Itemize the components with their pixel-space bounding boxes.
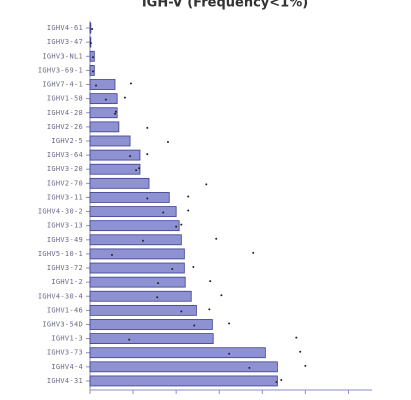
y-tick-label: IGHV3-54D <box>42 320 83 328</box>
data-point <box>304 364 307 367</box>
data-point <box>180 223 183 226</box>
data-point <box>89 42 92 45</box>
y-tick-label: IGHV5-10-1 <box>38 250 83 258</box>
data-point <box>220 294 223 297</box>
y-tick-label: IGHV1-3 <box>51 335 83 343</box>
bar <box>89 290 192 302</box>
bar <box>89 149 141 161</box>
data-point <box>113 112 116 115</box>
data-point <box>192 266 195 269</box>
bar <box>89 135 131 147</box>
y-tick-label: IGHV3-20 <box>47 165 83 173</box>
data-point <box>92 56 95 59</box>
y-tick-label: IGHV1-2 <box>51 278 83 286</box>
data-point <box>187 209 190 212</box>
data-point <box>156 296 159 299</box>
data-point <box>193 324 196 327</box>
bar <box>89 121 120 133</box>
y-tick-label: IGHV3-69-1 <box>38 66 83 74</box>
data-point <box>166 140 169 143</box>
bar <box>89 65 95 76</box>
bar <box>89 347 266 359</box>
data-point <box>135 169 138 172</box>
data-point <box>209 280 212 283</box>
bar <box>89 50 95 62</box>
bar <box>89 248 185 260</box>
data-point <box>110 253 113 256</box>
bar <box>89 107 118 119</box>
bar <box>89 234 182 246</box>
y-tick-label: IGHV2-26 <box>47 123 83 131</box>
y-tick-label: IGHV3-11 <box>47 193 83 201</box>
data-point <box>92 70 95 73</box>
bar <box>89 333 214 344</box>
bar <box>89 276 186 288</box>
y-tick-label: IGHV4-61 <box>47 24 83 32</box>
bar <box>89 36 92 48</box>
y-tick-label: IGHV1-58 <box>47 95 83 103</box>
y-tick-label: IGHV4-31 <box>47 377 83 385</box>
data-point <box>129 155 132 158</box>
y-tick-label: IGHV3-13 <box>47 222 83 230</box>
data-point <box>129 82 132 85</box>
bar <box>89 220 180 232</box>
data-point <box>175 225 178 228</box>
data-point <box>104 98 107 101</box>
bar <box>89 375 278 387</box>
data-point <box>162 211 165 214</box>
y-tick-label: IGHV2-5 <box>51 137 83 145</box>
bar <box>89 22 92 34</box>
data-point <box>157 282 160 285</box>
bar <box>89 262 185 274</box>
data-point <box>215 237 218 240</box>
data-point <box>146 197 149 200</box>
y-tick-label: IGHV3-NL1 <box>42 52 83 60</box>
bar <box>89 163 141 175</box>
data-point <box>180 310 183 313</box>
y-tick-label: IGHV3-73 <box>47 349 83 357</box>
data-point <box>248 366 251 369</box>
y-tick-label: IGHV3-72 <box>47 264 83 272</box>
y-tick-label: IGHV2-70 <box>47 179 83 187</box>
y-tick-label: IGHV3-64 <box>47 151 83 159</box>
y-tick-label: IGHV4-30-4 <box>38 292 83 300</box>
chart-title: IGH-V (Frequency<1%) <box>142 0 308 11</box>
y-tick-label: IGHV4-28 <box>47 109 83 117</box>
y-tick-label: IGHV7-4-1 <box>42 81 83 89</box>
bar <box>89 319 213 330</box>
data-point <box>128 338 131 341</box>
data-point <box>275 380 278 383</box>
data-point <box>171 268 174 271</box>
data-point <box>228 352 231 355</box>
data-point <box>146 153 149 156</box>
data-point <box>228 322 231 325</box>
data-point <box>295 336 298 339</box>
bar <box>89 206 177 217</box>
data-point <box>114 110 117 113</box>
data-point <box>123 96 126 99</box>
bar <box>89 192 170 203</box>
y-tick-label: IGHV1-46 <box>47 306 83 314</box>
data-point <box>141 239 144 242</box>
data-point <box>187 195 190 198</box>
data-point <box>299 350 302 353</box>
data-point <box>95 84 98 87</box>
y-tick-label: IGHV4-4 <box>51 363 83 371</box>
bar <box>89 177 150 189</box>
bar <box>89 79 116 90</box>
bar <box>89 361 278 373</box>
data-point <box>280 378 283 381</box>
bar <box>89 93 118 105</box>
data-point <box>205 183 208 186</box>
data-point <box>208 308 211 311</box>
bar <box>89 304 197 316</box>
y-tick-label: IGHV4-30-2 <box>38 208 83 216</box>
data-point <box>138 167 141 170</box>
data-point <box>252 251 255 254</box>
data-point <box>146 126 149 129</box>
data-point <box>91 28 94 31</box>
y-tick-label: IGHV3-49 <box>47 236 83 244</box>
y-tick-label: IGHV3-47 <box>47 38 83 46</box>
